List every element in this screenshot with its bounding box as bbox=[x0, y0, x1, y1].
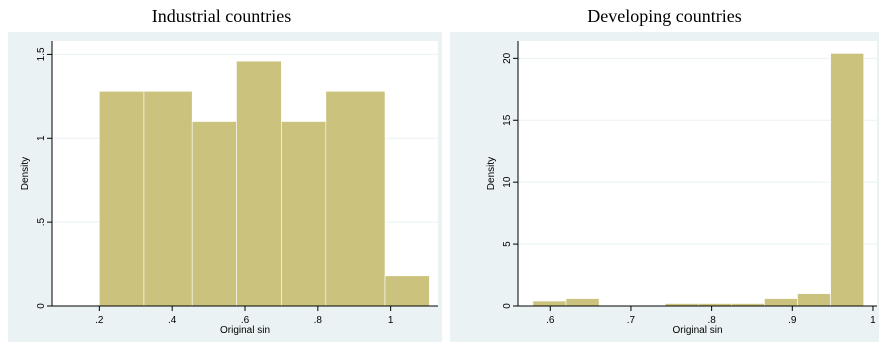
y-tick-label: 10 bbox=[502, 176, 513, 188]
x-tick-label: .6 bbox=[546, 315, 555, 326]
histogram-bar bbox=[143, 91, 193, 307]
y-tick-label: 5 bbox=[502, 241, 513, 247]
y-tick-label: 0 bbox=[36, 303, 47, 309]
x-tick-label: .9 bbox=[788, 315, 797, 326]
histogram-developing: 0 5 10 15 20 .6 .7 .8 .9 1 Original sin Density bbox=[450, 32, 879, 342]
x-tick-label: 1 bbox=[870, 315, 876, 326]
x-tick-label: .8 bbox=[314, 315, 323, 326]
x-axis-label: Original sin bbox=[672, 325, 722, 336]
y-tick-label: 1 bbox=[36, 135, 47, 141]
x-tick-label: .4 bbox=[168, 315, 177, 326]
chart-title: Developing countries bbox=[587, 6, 742, 26]
histogram-bar bbox=[191, 121, 237, 307]
y-tick-label: 0 bbox=[502, 303, 513, 309]
y-tick-label: .5 bbox=[36, 218, 47, 227]
histogram-bar bbox=[384, 275, 430, 307]
y-axis-label: Density bbox=[20, 157, 31, 190]
histogram-bar bbox=[325, 91, 386, 307]
y-tick-label: 1.5 bbox=[36, 47, 47, 61]
x-tick-label: .2 bbox=[95, 315, 104, 326]
y-tick-label: 15 bbox=[502, 114, 513, 126]
x-tick-label: .8 bbox=[707, 315, 716, 326]
histogram-bar bbox=[565, 298, 600, 307]
x-tick-label: .7 bbox=[627, 315, 636, 326]
histogram-bar bbox=[797, 293, 831, 307]
histogram-bar bbox=[532, 300, 567, 307]
histogram-bar bbox=[99, 91, 145, 307]
histogram-bar bbox=[281, 121, 327, 307]
y-axis-label: Density bbox=[486, 157, 497, 190]
histogram-industrial: 0 .5 1 1.5 .2 .4 .6 .8 1 Original sin Density bbox=[8, 32, 442, 342]
x-tick-label: .6 bbox=[241, 315, 250, 326]
y-tick-label: 20 bbox=[502, 52, 513, 64]
histogram-bar bbox=[764, 298, 798, 307]
chart-panel-developing: Developing countries 0 5 10 15 20 .6 .7 .8 .9 1 Or… bbox=[448, 0, 881, 344]
histogram-bar bbox=[236, 60, 282, 307]
chart-title: Industrial countries bbox=[151, 6, 292, 26]
plot-area bbox=[518, 41, 877, 306]
x-axis-label: Original sin bbox=[220, 325, 270, 336]
histogram-bar bbox=[830, 53, 864, 307]
chart-panel-industrial: Industrial countries 0 .5 1 1.5 .2 .4 .6 .8 1 Ori… bbox=[8, 6, 442, 342]
x-tick-label: 1 bbox=[388, 315, 394, 326]
